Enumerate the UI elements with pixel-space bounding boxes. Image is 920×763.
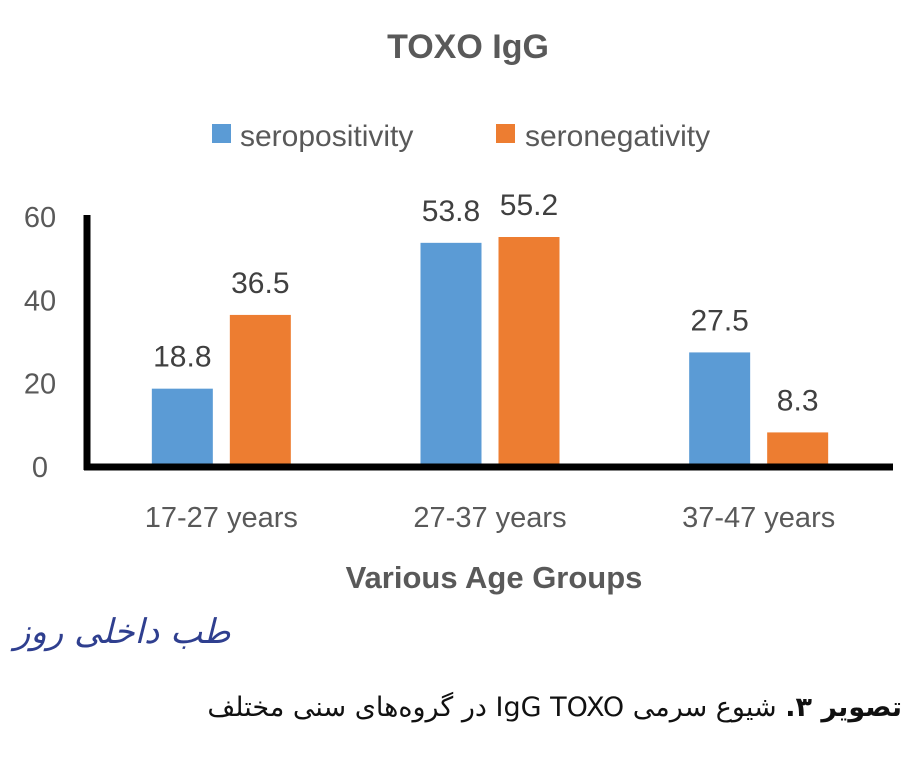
caption-label: تصویر ۳. (785, 692, 902, 723)
legend-swatch-seropositivity (212, 124, 231, 143)
y-tick-label: 60 (24, 202, 56, 234)
bar-seronegativity (229, 314, 291, 467)
watermark-logo: طب داخلی روز (14, 612, 231, 652)
bar-seropositivity (151, 388, 213, 467)
legend-label-seropositivity: seropositivity (240, 120, 413, 153)
legend-swatch-seronegativity (496, 124, 515, 143)
x-tick-label: 27-37 years (413, 502, 566, 534)
bar-seropositivity (420, 242, 482, 467)
x-tick-label: 17-27 years (145, 502, 298, 534)
data-label-seropositivity: 53.8 (422, 195, 480, 228)
y-tick-label: 20 (24, 369, 56, 401)
legend: seropositivity seronegativity (212, 120, 710, 153)
x-axis-tick-labels: 17-27 years 27-37 years 37-47 years (145, 502, 835, 534)
y-axis-tick-labels: 0 20 40 60 (24, 202, 56, 484)
bar-seronegativity (498, 237, 560, 467)
figure-caption: تصویر ۳. شیوع سرمی IgG TOXO در گروه‌های … (207, 692, 902, 723)
y-tick-label: 0 (32, 452, 48, 484)
data-label-seropositivity: 27.5 (690, 304, 748, 337)
x-tick-label: 37-47 years (682, 502, 835, 534)
data-labels: 18.8 36.5 53.8 55.2 27.5 8.3 (153, 189, 818, 417)
bar-seronegativity (767, 432, 829, 467)
data-label-seronegativity: 36.5 (231, 267, 289, 300)
y-tick-label: 40 (24, 285, 56, 317)
chart-title: TOXO IgG (387, 28, 549, 66)
x-axis-title: Various Age Groups (346, 560, 643, 595)
legend-label-seronegativity: seronegativity (525, 120, 710, 153)
data-label-seropositivity: 18.8 (153, 341, 211, 374)
bars (151, 237, 829, 467)
data-label-seronegativity: 55.2 (500, 189, 558, 222)
bar-seropositivity (689, 352, 751, 467)
data-label-seronegativity: 8.3 (777, 384, 819, 417)
caption-text: شیوع سرمی IgG TOXO در گروه‌های سنی مختلف (207, 692, 777, 723)
